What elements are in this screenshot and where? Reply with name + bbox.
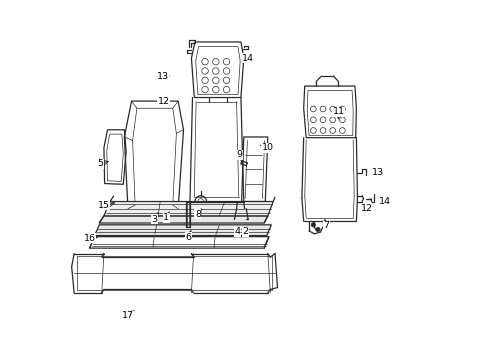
- Text: 1: 1: [163, 213, 169, 222]
- Text: 3: 3: [151, 215, 157, 224]
- Text: 16: 16: [83, 234, 95, 243]
- Text: 17: 17: [122, 311, 134, 320]
- Text: 14: 14: [378, 197, 390, 206]
- Polygon shape: [104, 202, 273, 216]
- Text: 15: 15: [98, 201, 110, 210]
- Text: 7: 7: [323, 221, 328, 230]
- Text: 2: 2: [242, 228, 248, 237]
- Polygon shape: [99, 216, 267, 223]
- Circle shape: [315, 227, 320, 231]
- Text: 14: 14: [242, 54, 254, 63]
- Text: 4: 4: [234, 228, 240, 237]
- Text: 12: 12: [361, 204, 372, 213]
- Circle shape: [310, 223, 315, 227]
- Text: 13: 13: [371, 168, 383, 177]
- Polygon shape: [94, 225, 271, 235]
- Text: 10: 10: [261, 143, 273, 152]
- Text: 11: 11: [332, 107, 344, 116]
- Text: 12: 12: [158, 96, 169, 105]
- Text: 9: 9: [236, 150, 242, 159]
- Text: 6: 6: [185, 233, 191, 242]
- Text: 13: 13: [156, 72, 168, 81]
- Text: 8: 8: [195, 210, 201, 219]
- Text: 5: 5: [97, 159, 103, 168]
